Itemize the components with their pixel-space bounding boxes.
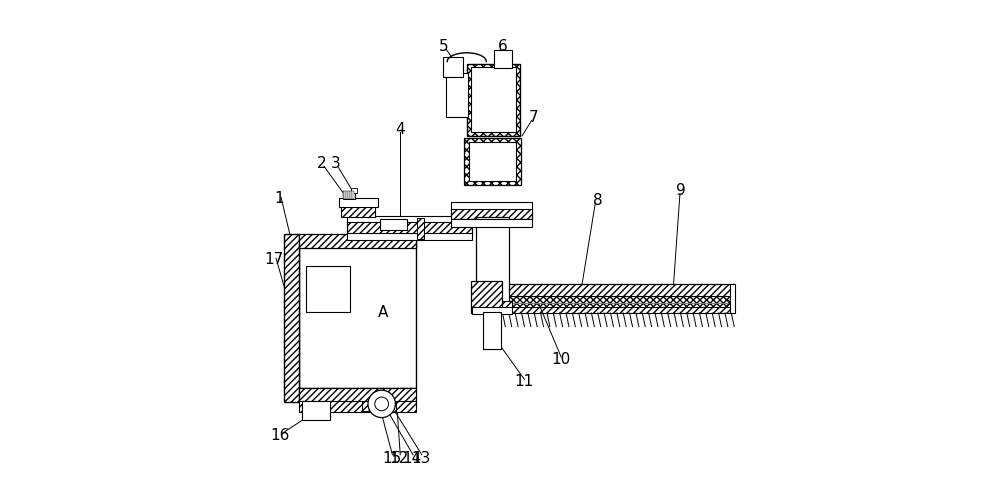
- Bar: [299, 234, 416, 249]
- Bar: [476, 217, 509, 303]
- Bar: [346, 191, 348, 200]
- Bar: [388, 402, 396, 412]
- Bar: [472, 307, 512, 315]
- Bar: [306, 266, 350, 312]
- Bar: [350, 191, 352, 200]
- Circle shape: [375, 397, 389, 411]
- Bar: [302, 401, 330, 420]
- Text: 11: 11: [514, 373, 533, 388]
- Text: 17: 17: [264, 251, 284, 266]
- Text: 8: 8: [593, 193, 603, 207]
- Bar: [352, 191, 354, 200]
- Bar: [299, 239, 416, 388]
- Text: 12: 12: [389, 450, 408, 465]
- Bar: [380, 220, 407, 230]
- Bar: [347, 216, 472, 223]
- Bar: [343, 191, 355, 200]
- Bar: [471, 68, 516, 133]
- Text: 5: 5: [439, 39, 449, 54]
- Bar: [501, 296, 731, 308]
- Bar: [483, 312, 501, 349]
- Bar: [373, 400, 384, 412]
- Text: 2: 2: [317, 156, 326, 171]
- Bar: [347, 234, 472, 240]
- Bar: [500, 307, 734, 313]
- Text: 6: 6: [498, 39, 507, 54]
- Bar: [351, 188, 357, 193]
- Text: 10: 10: [552, 351, 571, 366]
- Bar: [451, 203, 532, 210]
- Bar: [417, 219, 424, 239]
- Bar: [443, 58, 463, 78]
- Text: 16: 16: [270, 427, 290, 442]
- Bar: [299, 402, 416, 412]
- Bar: [494, 51, 512, 69]
- Bar: [348, 191, 350, 200]
- Bar: [469, 142, 516, 182]
- Bar: [344, 191, 346, 200]
- Bar: [730, 284, 735, 313]
- Bar: [467, 64, 520, 137]
- Bar: [299, 388, 416, 403]
- Circle shape: [368, 390, 395, 418]
- Text: 15: 15: [382, 450, 401, 465]
- Text: 7: 7: [528, 110, 538, 124]
- Bar: [472, 301, 512, 308]
- Bar: [451, 219, 532, 227]
- Bar: [464, 139, 521, 185]
- Text: 13: 13: [411, 450, 430, 465]
- Text: 4: 4: [395, 122, 405, 137]
- Bar: [343, 191, 344, 200]
- Bar: [284, 234, 299, 403]
- Text: 14: 14: [402, 450, 422, 465]
- Bar: [451, 209, 532, 220]
- Text: 3: 3: [331, 156, 341, 171]
- Bar: [471, 282, 502, 313]
- Text: A: A: [377, 305, 388, 320]
- Bar: [362, 402, 372, 411]
- Bar: [500, 284, 734, 298]
- Bar: [347, 222, 472, 234]
- Bar: [339, 199, 378, 207]
- Text: 9: 9: [676, 183, 686, 198]
- Text: 1: 1: [274, 190, 284, 205]
- Bar: [341, 206, 375, 217]
- Bar: [446, 74, 468, 118]
